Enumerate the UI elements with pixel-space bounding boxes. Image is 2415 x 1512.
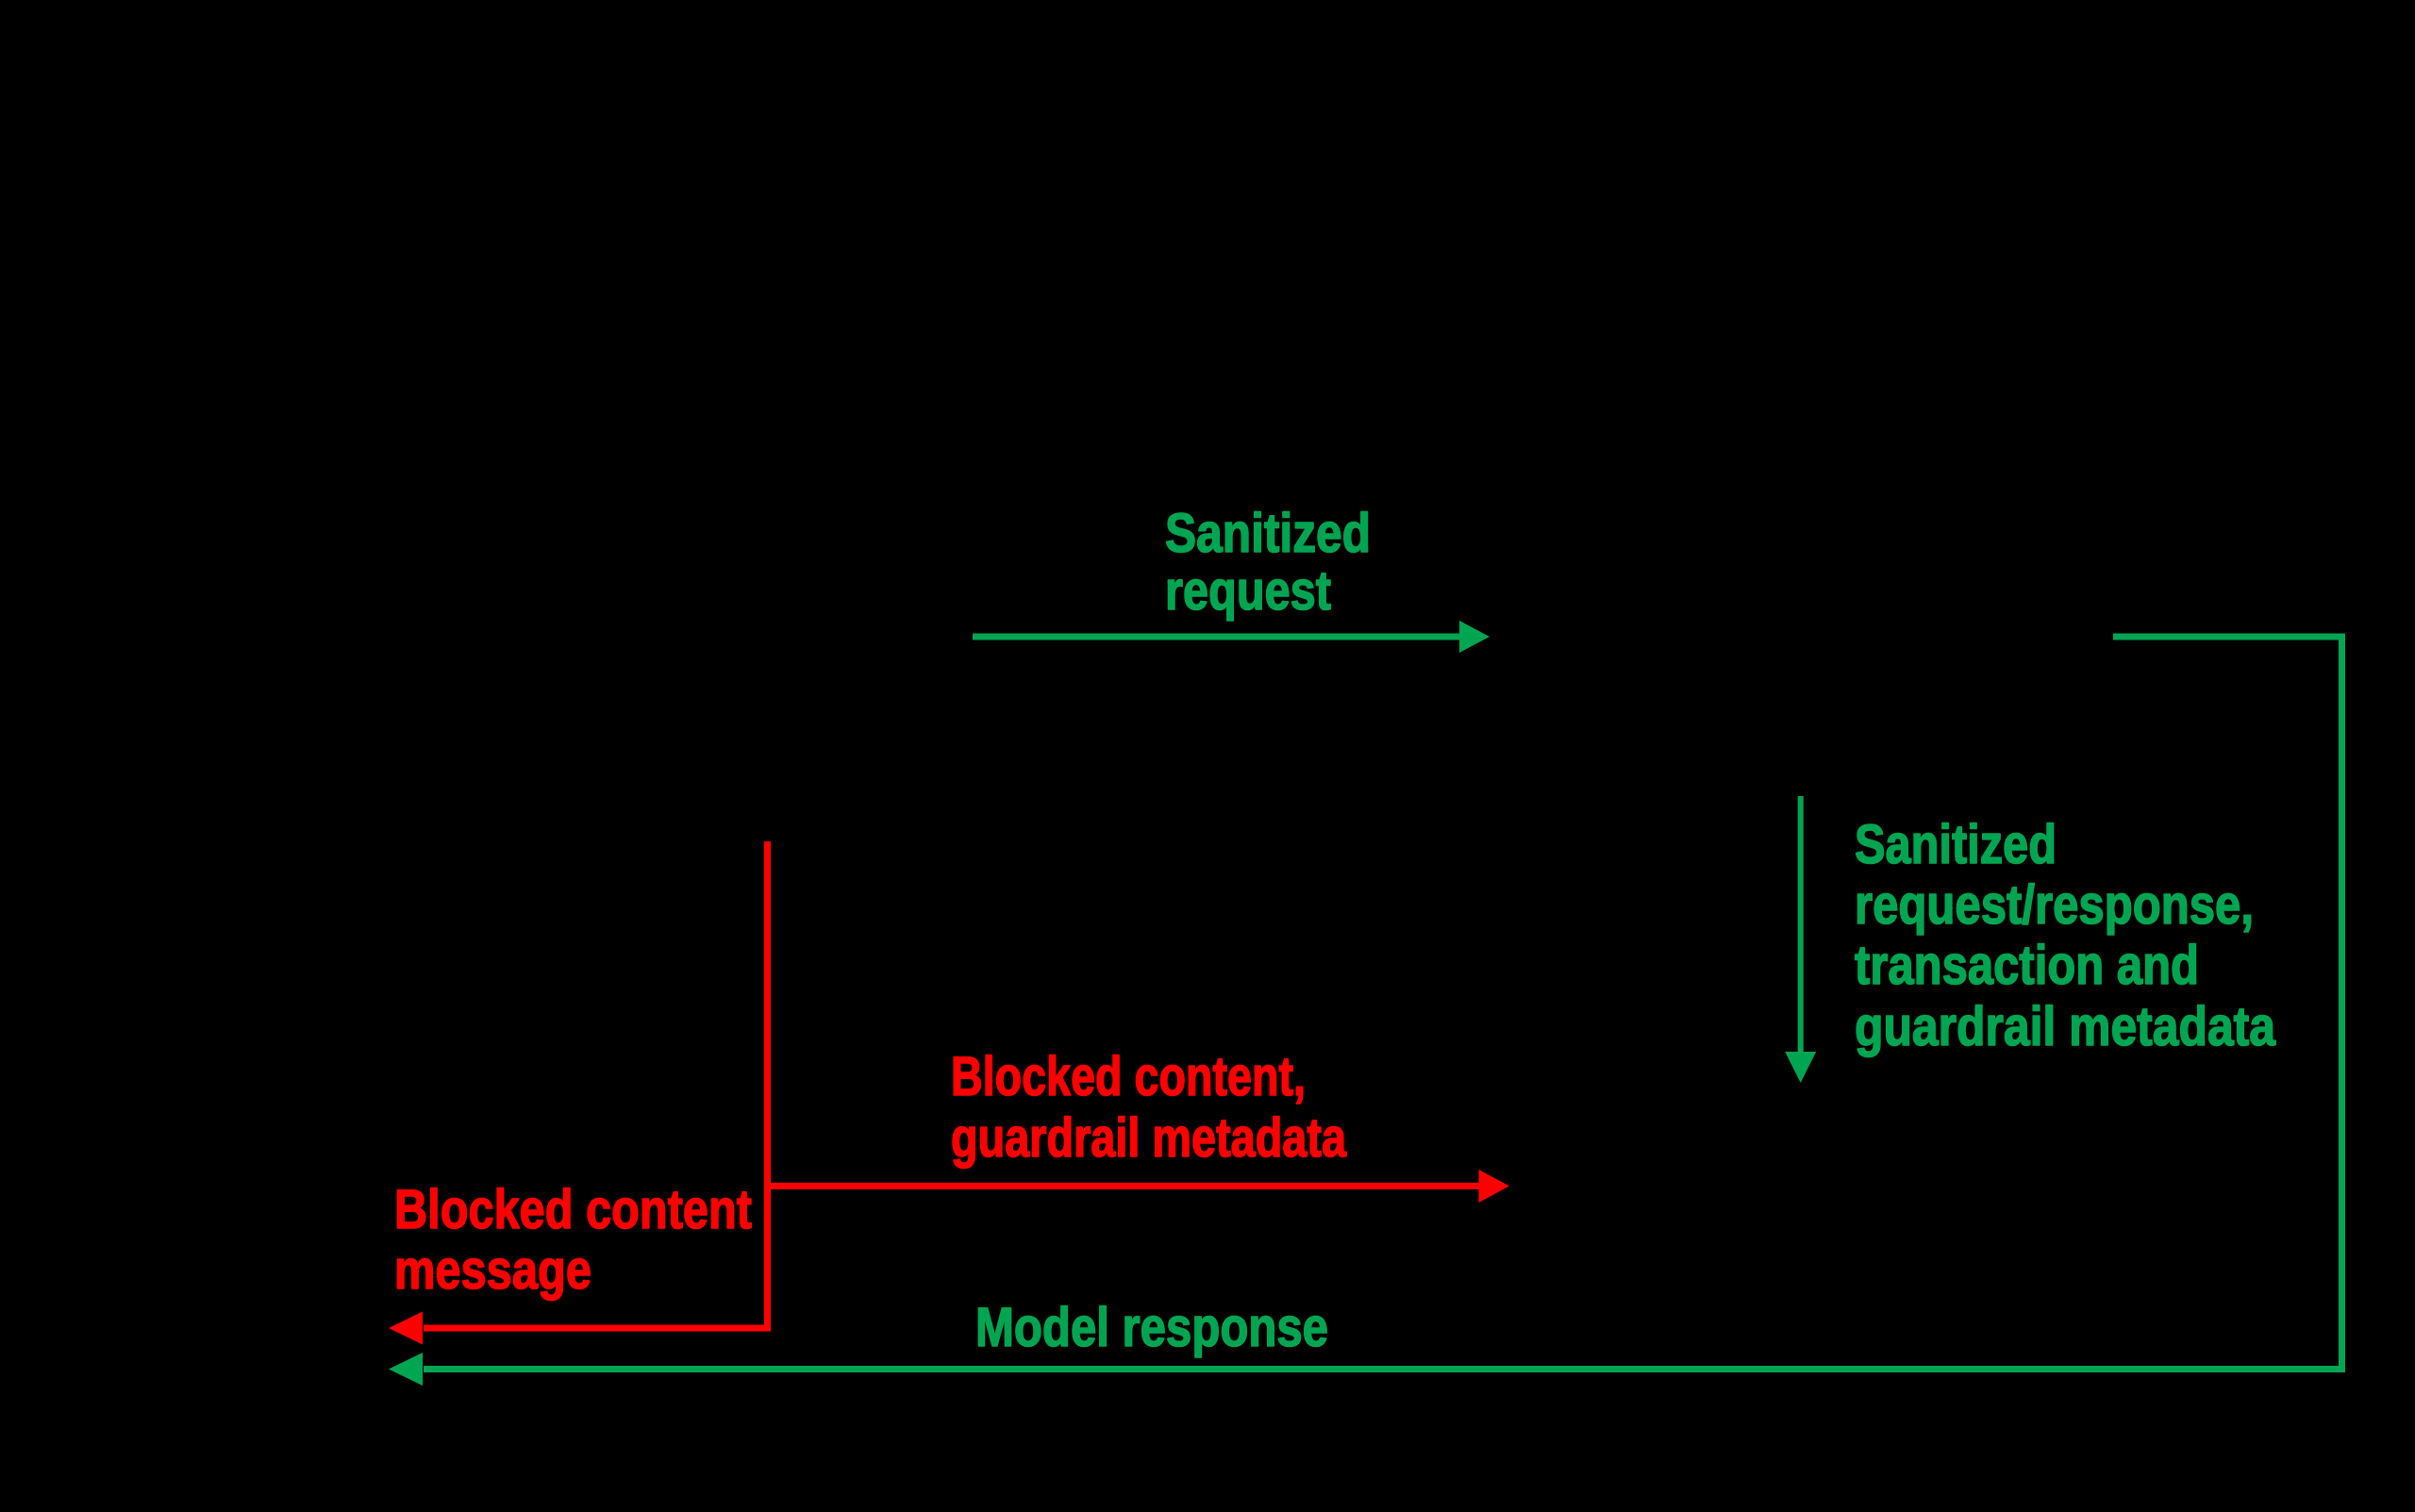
svg-text:Blocked content: Blocked content (394, 1179, 752, 1240)
svg-text:Sanitized: Sanitized (1855, 814, 2057, 875)
svg-text:message: message (394, 1239, 591, 1301)
svg-text:guardrail metadata: guardrail metadata (1855, 996, 2276, 1057)
svg-text:request: request (1165, 560, 1331, 622)
svg-text:transaction and: transaction and (1855, 935, 2199, 996)
svg-text:request/response,: request/response, (1855, 874, 2254, 936)
svg-text:Model response: Model response (975, 1297, 1328, 1358)
svg-text:guardrail metadata: guardrail metadata (951, 1107, 1347, 1169)
svg-text:Sanitized: Sanitized (1165, 503, 1371, 564)
svg-text:Blocked content,: Blocked content, (951, 1046, 1306, 1107)
